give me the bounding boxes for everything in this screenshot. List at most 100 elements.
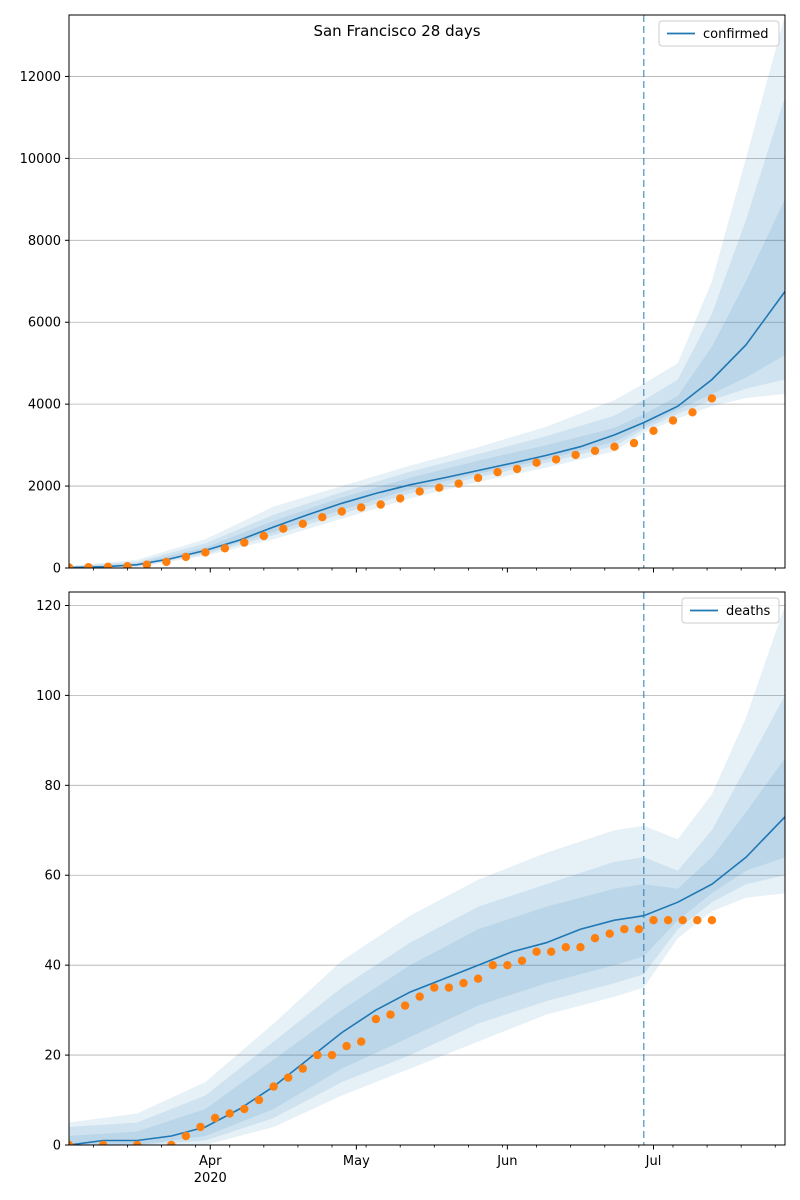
observed-point: [620, 925, 629, 934]
y-tick-label: 100: [36, 689, 61, 704]
observed-point: [98, 1140, 108, 1145]
observed-point: [517, 956, 527, 965]
y-tick-label: 80: [44, 779, 61, 794]
observed-point: [634, 925, 644, 934]
observed-point: [376, 500, 385, 509]
legend-label: confirmed: [703, 27, 769, 42]
y-tick-label: 8000: [28, 234, 61, 249]
legend-box: [681, 597, 780, 624]
observed-point: [284, 1073, 293, 1082]
observed-point: [435, 483, 444, 492]
y-tick-label: 2000: [28, 480, 61, 495]
observed-point: [493, 467, 502, 477]
observed-point: [69, 1140, 74, 1145]
observed-point: [386, 1010, 395, 1019]
observed-point: [142, 560, 152, 568]
axes-frame: [68, 591, 786, 1146]
observed-point: [605, 929, 614, 938]
observed-point: [561, 943, 570, 952]
observed-point: [532, 458, 541, 467]
observed-point: [210, 1113, 220, 1123]
axes-frame: [68, 14, 786, 569]
chart-title: San Francisco 28 days: [313, 22, 480, 40]
y-tick-label: 4000: [28, 398, 61, 413]
observed-point: [576, 943, 585, 952]
observed-point: [396, 494, 405, 503]
observed-point: [220, 544, 230, 553]
plot-area: [69, 15, 785, 568]
deaths-panel: 0 20 40 60 80 100 120 Apr 2020 May Jun Jul deaths: [36, 591, 786, 1186]
observed-point: [201, 548, 210, 557]
x-tick-label: May: [343, 1154, 370, 1169]
plot-area: [69, 605, 785, 1145]
x-tick-label: Jun: [496, 1154, 517, 1169]
observed-point: [473, 974, 483, 983]
observed-point: [688, 408, 697, 417]
observed-point: [240, 1104, 249, 1114]
legend: confirmed: [658, 20, 780, 47]
observed-point: [551, 455, 561, 464]
y-tick-label: 6000: [28, 316, 61, 331]
observed-point: [512, 464, 522, 474]
observed-point: [649, 426, 658, 435]
observed-point: [357, 503, 366, 512]
legend-box: [658, 20, 780, 47]
uncertainty-band-inner: [69, 758, 785, 1145]
y-tick-label: 120: [36, 599, 61, 614]
observed-point: [693, 916, 702, 925]
observed-point: [629, 438, 639, 448]
observed-point: [547, 947, 556, 956]
observed-point: [196, 1122, 205, 1132]
observed-point: [225, 1109, 234, 1118]
observed-point: [337, 507, 346, 516]
observed-point: [430, 983, 439, 992]
observed-point: [259, 531, 268, 541]
observed-point: [123, 562, 132, 568]
observed-point: [473, 473, 483, 483]
observed-point: [707, 394, 717, 403]
observed-point: [298, 1064, 307, 1073]
x-tick-label: Apr: [199, 1154, 222, 1169]
y-tick-label: 12000: [20, 70, 61, 85]
model-line-deaths: [69, 816, 785, 1145]
observed-point: [532, 947, 541, 956]
observed-point: [571, 450, 580, 460]
observed-point: [454, 479, 463, 488]
observed-point: [133, 1140, 142, 1145]
y-tick-label: 10000: [20, 152, 61, 167]
observed-point: [181, 552, 191, 562]
uncertainty-band-outer: [69, 15, 785, 568]
y-tick-label: 0: [53, 562, 61, 577]
observed-point: [162, 557, 171, 567]
observed-point: [327, 1050, 337, 1060]
observed-point: [318, 513, 327, 522]
observed-point: [590, 446, 600, 455]
observed-point: [342, 1041, 351, 1051]
observed-point: [400, 1001, 410, 1010]
observed-point: [269, 1082, 278, 1091]
observed-point: [610, 442, 619, 451]
observed-point: [103, 562, 113, 568]
y-tick-label: 20: [44, 1049, 61, 1064]
observed-point: [668, 416, 678, 425]
y-tick-label: 40: [44, 959, 61, 974]
observed-point: [69, 563, 74, 568]
observed-point: [298, 519, 307, 528]
legend: deaths: [681, 597, 780, 624]
uncertainty-band-outer: [69, 605, 785, 1145]
observed-point: [313, 1050, 322, 1060]
observed-point: [663, 916, 673, 925]
y-tick-label: 60: [44, 869, 61, 884]
observed-point: [279, 524, 288, 533]
x-tick-label: Jul: [645, 1154, 662, 1169]
observed-point: [240, 538, 249, 547]
observed-point: [167, 1140, 176, 1145]
observed-point: [678, 916, 687, 925]
y-tick-label: 0: [53, 1139, 61, 1154]
observed-point: [371, 1014, 381, 1024]
observed-point: [444, 983, 454, 992]
observed-point: [415, 992, 424, 1001]
observed-point: [649, 916, 658, 925]
uncertainty-band-middle: [69, 695, 785, 1145]
